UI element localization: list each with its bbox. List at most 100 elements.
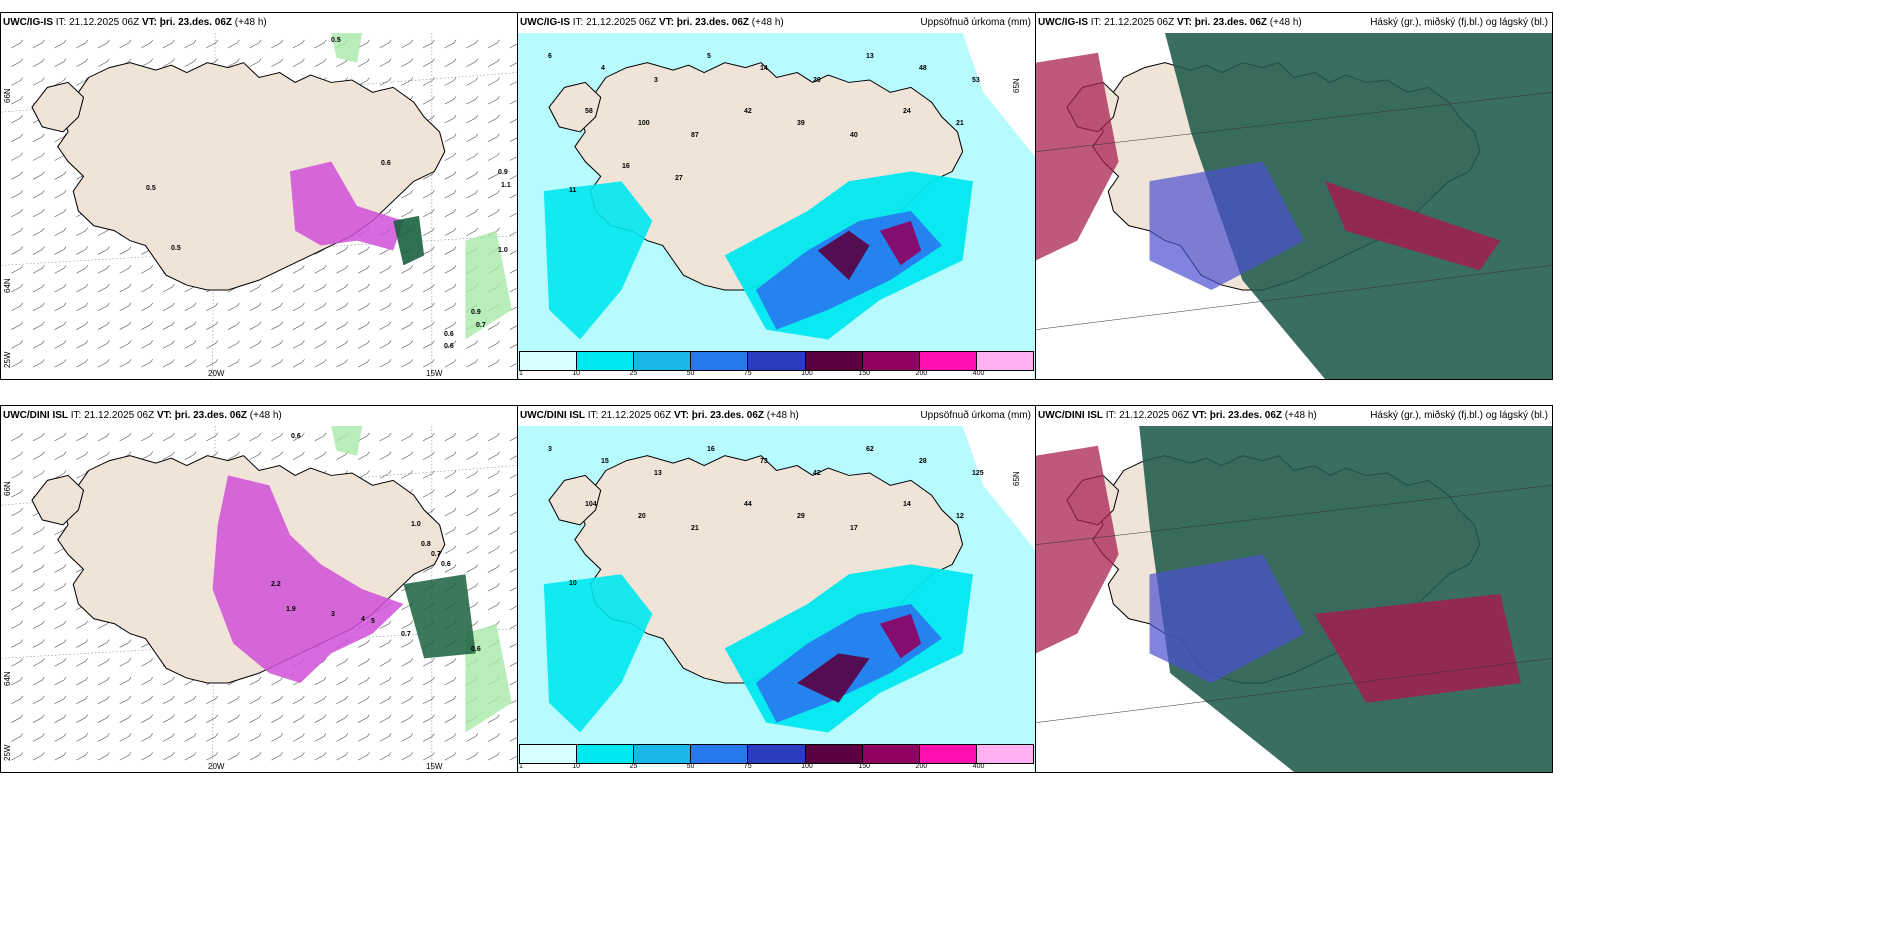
precip-amount-label: 125 [972, 470, 984, 477]
precip-dark-green [393, 215, 425, 266]
map-area[interactable] [1, 426, 517, 772]
precip-colorbar [519, 351, 1034, 371]
lead-time: (+48 h) [234, 17, 267, 28]
map-area[interactable] [1036, 33, 1552, 379]
colorbar-tick-label: 50 [686, 763, 695, 770]
longitude-label: 15W [426, 369, 443, 378]
precip-value-label: 0.6 [444, 343, 454, 350]
longitude-label: 20W [208, 762, 225, 771]
precip-value-label: 0.7 [476, 322, 486, 329]
colorbar-tick-label: 100 [801, 763, 813, 770]
valid-time-label: VT: [673, 410, 689, 421]
precip-amount-label: 100 [638, 120, 650, 127]
colorbar-tick-label: 400 [972, 763, 985, 770]
latitude-label: 65N [1012, 471, 1022, 486]
precip-value-label: 0.6 [471, 646, 481, 653]
colorbar-labels: 1 10 25 50 75 100 150 200 400 [519, 763, 1034, 772]
low-cloud-red [1036, 445, 1119, 654]
colorbar-segment [919, 745, 977, 763]
latitude-label: 64N [3, 278, 12, 293]
colorbar-segment [691, 352, 749, 370]
valid-time-label: VT: [1176, 17, 1192, 28]
precip-value-label: 1.1 [501, 182, 511, 189]
latitude-label: 66N [3, 88, 12, 103]
precip-amount-label: 87 [691, 132, 699, 139]
field-description: Uppsöfnuð úrkoma (mm) [920, 17, 1031, 28]
precip-value-label: 0.7 [401, 631, 411, 638]
valid-time: þri. 23.des. 06Z [691, 410, 765, 421]
precip-10-25 [543, 574, 653, 733]
precip-light-green [465, 230, 512, 340]
field-description: Háský (gr.), miðský (fj.bl.) og lágský (… [1370, 17, 1548, 28]
colorbar-segment [577, 352, 635, 370]
panel-title: UWC/DINI ISL IT: 21.12.2025 06Z VT: þri.… [518, 406, 1035, 426]
precip-amount-label: 62 [866, 446, 874, 453]
iceland-landmass [31, 62, 446, 291]
lead-time: (+48 h) [1269, 17, 1302, 28]
precip-amount-label: 21 [956, 120, 964, 127]
precip-amount-label: 21 [691, 525, 699, 532]
valid-time: þri. 23.des. 06Z [676, 17, 750, 28]
colorbar-tick-label: 150 [858, 763, 871, 770]
latitude-label: 25W [3, 351, 12, 368]
precip-value-label: 0.6 [381, 160, 391, 167]
precip-amount-label: 58 [585, 108, 593, 115]
precip-map-panel-igis: UWC/IG-IS IT: 21.12.2025 06Z VT: þri. 23… [517, 12, 1036, 380]
colorbar-tick-label: 1 [519, 370, 523, 377]
precip-amount-label: 48 [919, 65, 927, 72]
panel-title: UWC/IG-IS IT: 21.12.2025 06Z VT: þri. 23… [1036, 13, 1552, 33]
lead-time: (+48 h) [249, 410, 282, 421]
no-precip-area [962, 426, 1035, 550]
wind-map-panel-dini: UWC/DINI ISL IT: 21.12.2025 06Z VT: þri.… [0, 405, 518, 773]
precip-amount-label: 73 [760, 458, 768, 465]
model-name: UWC/DINI ISL [520, 410, 585, 421]
colorbar-tick-label: 200 [915, 370, 928, 377]
longitude-label: 15W [426, 762, 443, 771]
precip-magenta [289, 161, 404, 251]
colorbar-tick-label: 200 [915, 763, 928, 770]
colorbar-segment [976, 745, 1033, 763]
precip-amount-label: 13 [654, 470, 662, 477]
precip-value-label: 0.7 [431, 551, 441, 558]
map-area[interactable] [518, 426, 1035, 772]
colorbar-labels: 1 10 25 50 75 100 150 200 400 [519, 370, 1034, 379]
field-description: Háský (gr.), miðský (fj.bl.) og lágský (… [1370, 410, 1548, 421]
precip-value-label: 0.6 [291, 433, 301, 440]
map-area[interactable] [1, 33, 517, 379]
valid-time-label: VT: [156, 410, 172, 421]
precip-value-label: 1.0 [411, 521, 421, 528]
precip-value-label: 0.8 [421, 541, 431, 548]
colorbar-segment [862, 745, 920, 763]
precip-value-label: 0.9 [471, 309, 481, 316]
precip-amount-label: 3 [548, 446, 552, 453]
colorbar-segment [805, 745, 863, 763]
valid-time: þri. 23.des. 06Z [174, 410, 248, 421]
colorbar-tick-label: 1 [519, 763, 523, 770]
precip-amount-label: 12 [956, 513, 964, 520]
colorbar-segment [577, 745, 635, 763]
precip-100-150 [797, 653, 870, 703]
valid-time: þri. 23.des. 06Z [1209, 410, 1283, 421]
precip-light-green [465, 623, 512, 733]
precip-100-150 [817, 230, 870, 281]
colorbar-tick-label: 75 [743, 370, 752, 377]
valid-time-label: VT: [1191, 410, 1207, 421]
model-name: UWC/DINI ISL [3, 410, 68, 421]
precip-map-panel-dini: UWC/DINI ISL IT: 21.12.2025 06Z VT: þri.… [517, 405, 1036, 773]
valid-time-label: VT: [141, 17, 157, 28]
precip-amount-label: 28 [919, 458, 927, 465]
colorbar-tick-label: 25 [629, 763, 638, 770]
precip-value-label: 0.5 [146, 185, 156, 192]
precip-10-25 [543, 181, 653, 340]
precip-value-label: 0.6 [441, 561, 451, 568]
map-area[interactable] [1036, 426, 1552, 772]
valid-time: þri. 23.des. 06Z [1194, 17, 1268, 28]
precip-dark-green [403, 574, 476, 659]
precip-amount-label: 20 [813, 77, 821, 84]
precip-value-label: 5 [371, 618, 375, 625]
precip-value-label: 2.2 [271, 581, 281, 588]
map-area[interactable] [518, 33, 1035, 379]
precip-amount-label: 17 [850, 525, 858, 532]
colorbar-segment [748, 352, 806, 370]
precip-amount-label: 3 [654, 77, 658, 84]
